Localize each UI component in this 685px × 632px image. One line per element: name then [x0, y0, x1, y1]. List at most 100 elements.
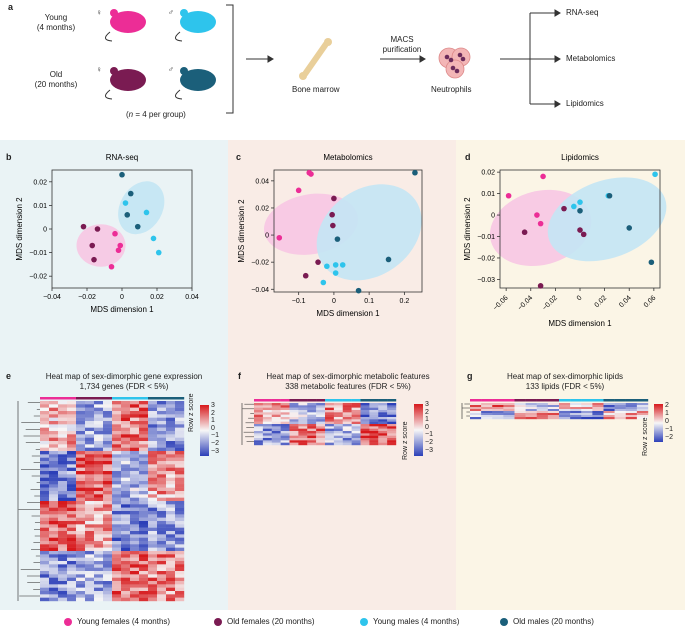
heatmap-cell — [316, 433, 326, 436]
heatmap-cell — [148, 477, 158, 482]
heatmap-cell — [121, 491, 131, 495]
heatmap-cell — [130, 471, 140, 475]
heatmap-cell — [112, 441, 122, 445]
heatmap-cell — [103, 577, 113, 582]
heatmap-cell — [325, 403, 335, 406]
heatmap-cell — [351, 440, 361, 443]
heatmap-cell — [58, 564, 68, 568]
heatmap-cell — [175, 417, 185, 422]
heatmap-cell — [559, 407, 571, 410]
heatmap-cell — [298, 442, 308, 446]
heatmap-cell — [175, 441, 185, 445]
heatmap-cell — [148, 461, 158, 465]
heatmap-cell — [148, 531, 158, 535]
heatmap-cell — [85, 571, 95, 575]
heatmap-cell — [157, 434, 167, 438]
heatmap-cell — [67, 487, 77, 492]
heatmap-cell — [298, 417, 308, 420]
heatmap-cell — [85, 584, 95, 588]
heatmap-cell — [271, 417, 281, 420]
heatmap-cell — [603, 415, 615, 418]
heatmap-cell — [333, 442, 343, 446]
heatmap-cell — [49, 554, 59, 558]
heatmap-cell — [157, 501, 167, 505]
heatmap-cell — [94, 584, 104, 588]
heatmap-cell — [130, 587, 140, 592]
heatmap-cell — [112, 511, 122, 515]
heatmap-cell — [85, 504, 95, 508]
heatmap-cell — [307, 405, 317, 408]
heatmap-cell — [139, 414, 149, 418]
heatmap-cell — [157, 417, 167, 422]
heatmap-cell — [280, 426, 290, 429]
group-bar-segment — [103, 397, 113, 400]
data-point — [295, 187, 302, 194]
heatmap-cell — [325, 433, 335, 436]
heatmap-cell — [592, 409, 604, 412]
heatmap-cell — [175, 421, 185, 425]
y-tick-label: 0.04 — [255, 178, 269, 185]
heatmap-cell — [67, 461, 77, 465]
heatmap-cell — [280, 412, 290, 415]
heatmap-cell — [94, 417, 104, 422]
heatmap-cell — [130, 414, 140, 418]
group-bar-segment — [139, 397, 149, 400]
heatmap-cell — [121, 437, 131, 442]
heatmap-cell — [49, 427, 59, 432]
heatmap-cell — [148, 561, 158, 565]
heatmap-cell — [67, 494, 77, 498]
heatmap-cell — [49, 461, 59, 465]
heatmap-cell — [130, 521, 140, 525]
heatmap-cell — [58, 481, 68, 485]
heatmap-cell — [157, 427, 167, 432]
heatmap-cell — [369, 417, 379, 420]
heatmap-cell — [49, 597, 59, 602]
heatmap-cell — [49, 474, 59, 478]
heatmap-cell — [148, 421, 158, 425]
heatmap-cell — [76, 547, 86, 552]
heatmap-cell — [67, 407, 77, 412]
heatmap-cell — [121, 484, 131, 488]
heatmap-cell — [157, 551, 167, 555]
heatmap-cell — [49, 424, 59, 428]
heatmap-cell — [103, 437, 113, 442]
heatmap-cell — [262, 410, 272, 413]
legend-label: Young males (4 months) — [373, 617, 460, 626]
heatmap-cell — [325, 412, 335, 415]
heatmap-cell — [139, 534, 149, 538]
heatmap-cell — [603, 405, 615, 408]
heatmap-cell — [139, 507, 149, 512]
heatmap-cell — [503, 411, 515, 414]
heatmap-cell — [514, 413, 526, 416]
heatmap-cell — [570, 411, 582, 414]
group-bar-segment — [603, 399, 615, 402]
heatmap-cell — [636, 407, 649, 410]
heatmap-cell — [112, 414, 122, 418]
group-note-n: n — [128, 110, 134, 119]
heatmap-cell — [254, 412, 264, 415]
heatmap-cell — [103, 451, 113, 455]
x-axis-label: MDS dimension 1 — [548, 319, 612, 328]
heatmap-cell — [307, 438, 317, 441]
heatmap-cell — [130, 427, 140, 432]
heatmap-cell — [262, 428, 272, 432]
heatmap-cell — [76, 417, 86, 422]
heatmap-cell — [49, 471, 59, 475]
heatmap-cell — [103, 467, 113, 472]
heatmap-cell — [514, 415, 526, 418]
heatmap-cell — [121, 577, 131, 582]
heatmap-cell — [130, 541, 140, 545]
heatmap-cell — [175, 517, 185, 522]
heatmap-cell — [130, 577, 140, 582]
heatmap-cell — [67, 587, 77, 592]
heatmap-cell — [112, 491, 122, 495]
heatmap-cell — [148, 537, 158, 542]
heatmap-cell — [175, 464, 185, 468]
heatmap-cell — [307, 414, 317, 418]
heatmap-cell — [614, 403, 626, 406]
heatmap-cell — [112, 434, 122, 438]
heatmap-cell — [94, 461, 104, 465]
heatmap-cell — [280, 403, 290, 406]
heatmap-cell — [94, 404, 104, 408]
heatmap-cell — [121, 424, 131, 428]
